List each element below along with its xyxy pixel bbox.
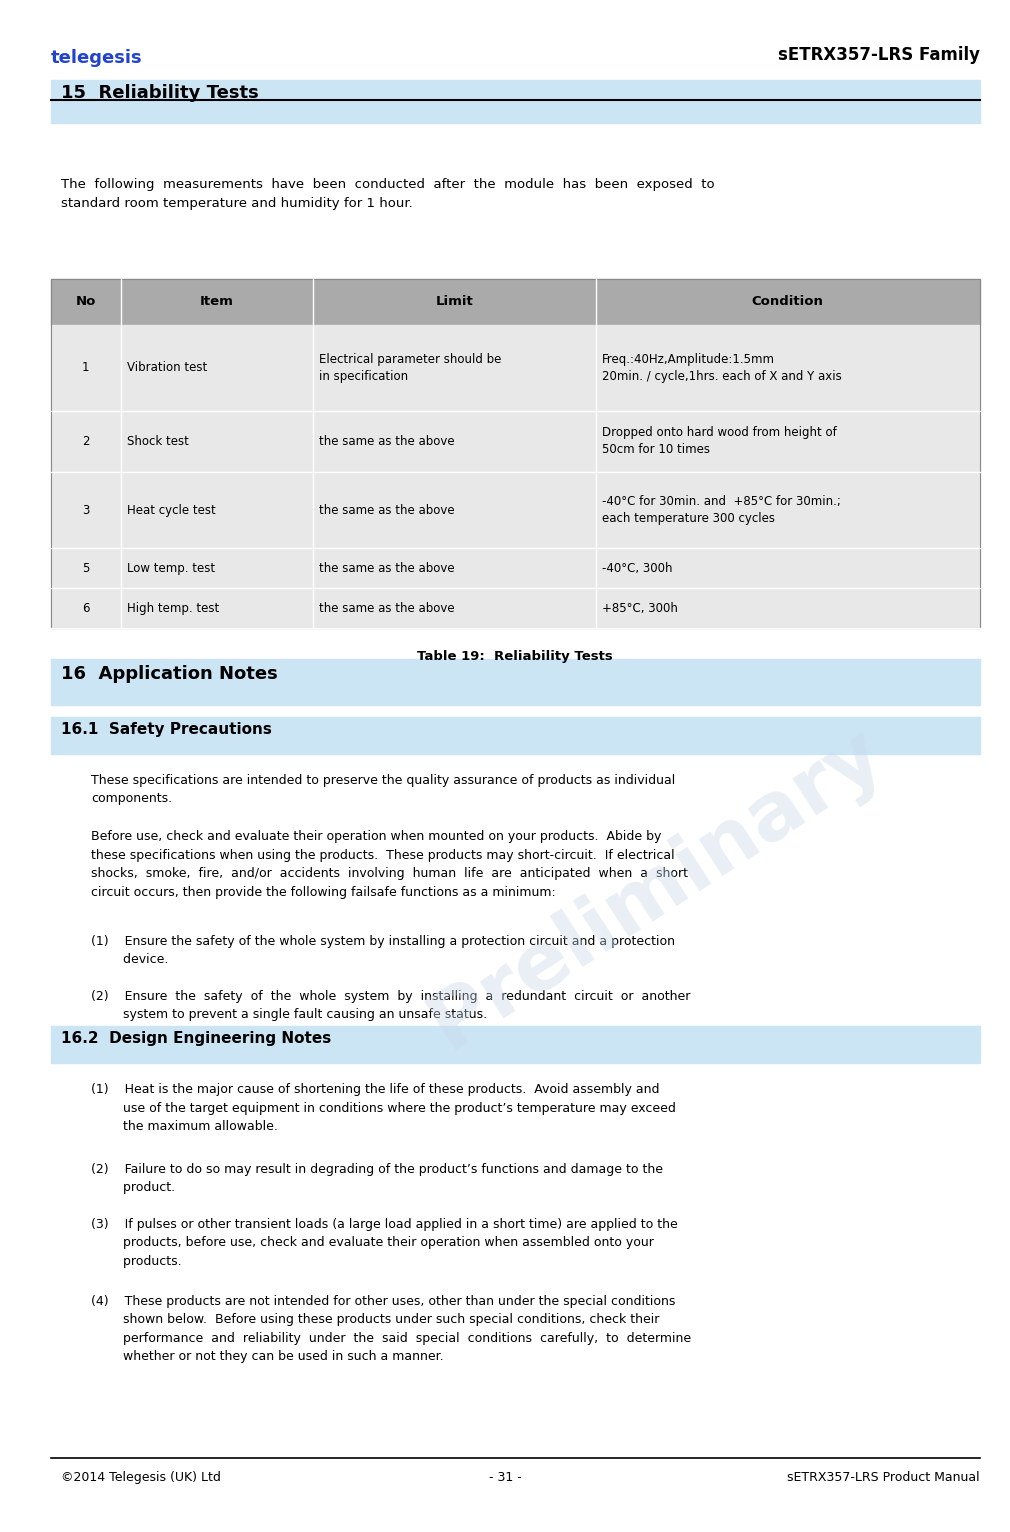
Bar: [50, 279, 980, 628]
Text: High temp. test: High temp. test: [127, 602, 219, 614]
Text: (2)    Ensure  the  safety  of  the  whole  system  by  installing  a  redundant: (2) Ensure the safety of the whole syste…: [91, 990, 690, 1022]
Bar: [50, 717, 980, 754]
Text: 1: 1: [82, 362, 90, 374]
Text: the same as the above: the same as the above: [319, 562, 454, 574]
Text: (1)    Heat is the major cause of shortening the life of these products.  Avoid : (1) Heat is the major cause of shortenin…: [91, 1083, 676, 1134]
Text: 15  Reliability Tests: 15 Reliability Tests: [61, 84, 259, 103]
Text: Shock test: Shock test: [127, 435, 189, 447]
Text: Table 19:  Reliability Tests: Table 19: Reliability Tests: [417, 650, 613, 662]
Bar: [50, 472, 980, 548]
Text: 16  Application Notes: 16 Application Notes: [61, 665, 278, 683]
Text: 5: 5: [82, 562, 90, 574]
Bar: [50, 1026, 980, 1063]
Text: Low temp. test: Low temp. test: [127, 562, 215, 574]
Text: the same as the above: the same as the above: [319, 435, 454, 447]
Text: the same as the above: the same as the above: [319, 504, 454, 516]
Bar: [50, 279, 980, 325]
Text: The  following  measurements  have  been  conducted  after  the  module  has  be: The following measurements have been con…: [61, 178, 714, 210]
Text: No: No: [76, 296, 96, 308]
Text: 16.1  Safety Precautions: 16.1 Safety Precautions: [61, 722, 272, 737]
Bar: [50, 80, 980, 123]
Bar: [50, 659, 980, 705]
Text: Freq.:40Hz,Amplitude:1.5mm
20min. / cycle,1hrs. each of X and Y axis: Freq.:40Hz,Amplitude:1.5mm 20min. / cycl…: [602, 352, 841, 383]
Text: Electrical parameter should be
in specification: Electrical parameter should be in specif…: [319, 352, 502, 383]
Text: 3: 3: [82, 504, 90, 516]
Text: ©2014 Telegesis (UK) Ltd: ©2014 Telegesis (UK) Ltd: [61, 1471, 220, 1483]
Text: Preliminary: Preliminary: [415, 712, 898, 1065]
Text: - 31 -: - 31 -: [489, 1471, 521, 1483]
Text: Item: Item: [200, 296, 234, 308]
Text: telegesis: telegesis: [50, 49, 142, 67]
Text: Limit: Limit: [435, 296, 474, 308]
Text: These specifications are intended to preserve the quality assurance of products : These specifications are intended to pre…: [91, 774, 675, 806]
Bar: [50, 548, 980, 588]
Text: -40°C, 300h: -40°C, 300h: [602, 562, 673, 574]
Text: (1)    Ensure the safety of the whole system by installing a protection circuit : (1) Ensure the safety of the whole syste…: [91, 935, 675, 967]
Bar: [50, 588, 980, 628]
Text: 16.2  Design Engineering Notes: 16.2 Design Engineering Notes: [61, 1031, 331, 1046]
Text: 2: 2: [82, 435, 90, 447]
Text: 6: 6: [82, 602, 90, 614]
Text: (4)    These products are not intended for other uses, other than under the spec: (4) These products are not intended for …: [91, 1295, 691, 1363]
Text: sETRX357-LRS Family: sETRX357-LRS Family: [778, 46, 980, 64]
Text: Condition: Condition: [751, 296, 824, 308]
Text: (3)    If pulses or other transient loads (a large load applied in a short time): (3) If pulses or other transient loads (…: [91, 1218, 678, 1268]
Bar: [50, 411, 980, 472]
Text: sETRX357-LRS Product Manual: sETRX357-LRS Product Manual: [787, 1471, 980, 1483]
Text: the same as the above: the same as the above: [319, 602, 454, 614]
Bar: [50, 325, 980, 411]
Text: Heat cycle test: Heat cycle test: [127, 504, 216, 516]
Text: +85°C, 300h: +85°C, 300h: [602, 602, 678, 614]
Text: Vibration test: Vibration test: [127, 362, 207, 374]
Text: Before use, check and evaluate their operation when mounted on your products.  A: Before use, check and evaluate their ope…: [91, 830, 688, 899]
Text: Dropped onto hard wood from height of
50cm for 10 times: Dropped onto hard wood from height of 50…: [602, 426, 836, 457]
Text: (2)    Failure to do so may result in degrading of the product’s functions and d: (2) Failure to do so may result in degra…: [91, 1163, 663, 1195]
Text: -40°C for 30min. and  +85°C for 30min.;
each temperature 300 cycles: -40°C for 30min. and +85°C for 30min.; e…: [602, 495, 841, 525]
